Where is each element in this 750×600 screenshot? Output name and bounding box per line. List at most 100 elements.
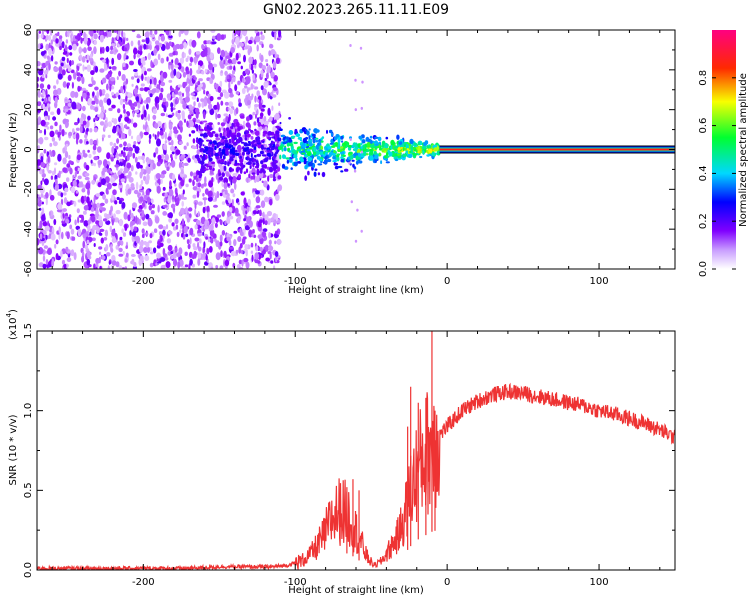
transition-blob <box>374 145 378 150</box>
noise-speckle <box>122 39 125 45</box>
noise-speckle <box>220 64 225 69</box>
transition-blob <box>222 141 225 145</box>
noise-speckle <box>220 49 226 58</box>
transition-blob <box>211 152 214 157</box>
noise-speckle <box>65 30 68 38</box>
noise-speckle <box>168 230 173 235</box>
noise-speckle <box>250 83 254 90</box>
noise-speckle <box>119 98 123 106</box>
noise-speckle <box>148 134 152 140</box>
noise-speckle <box>264 196 269 203</box>
noise-speckle <box>44 115 48 121</box>
transition-blob <box>369 135 373 139</box>
noise-speckle <box>152 114 157 120</box>
transition-blob <box>379 153 382 157</box>
noise-speckle <box>243 54 246 63</box>
noise-speckle <box>68 160 73 165</box>
noise-speckle <box>171 91 175 98</box>
noise-speckle <box>77 117 80 124</box>
noise-speckle <box>180 225 183 230</box>
noise-speckle <box>349 44 352 47</box>
noise-speckle <box>181 113 185 121</box>
noise-speckle <box>86 54 90 61</box>
noise-speckle <box>37 237 40 246</box>
noise-speckle <box>84 172 90 177</box>
noise-speckle <box>101 134 106 138</box>
noise-speckle <box>170 160 176 168</box>
transition-blob <box>287 138 293 143</box>
noise-speckle <box>262 228 268 233</box>
noise-speckle <box>260 34 265 41</box>
noise-speckle <box>65 218 70 224</box>
noise-speckle <box>215 216 219 223</box>
noise-speckle <box>134 109 140 113</box>
noise-speckle <box>125 91 128 97</box>
noise-speckle <box>230 47 236 54</box>
noise-speckle <box>237 202 240 206</box>
noise-speckle <box>197 102 201 108</box>
noise-speckle <box>205 236 209 240</box>
noise-speckle <box>267 251 272 255</box>
noise-speckle <box>70 69 75 74</box>
transition-blob <box>275 130 280 135</box>
noise-speckle <box>140 179 144 186</box>
noise-speckle <box>170 139 174 146</box>
transition-blob <box>198 140 203 147</box>
noise-speckle <box>164 140 168 144</box>
noise-speckle <box>65 122 69 129</box>
noise-speckle <box>79 139 83 144</box>
noise-speckle <box>255 245 259 252</box>
noise-speckle <box>182 71 186 78</box>
noise-speckle <box>94 95 98 103</box>
transition-blob <box>312 143 315 146</box>
noise-speckle <box>109 50 114 55</box>
noise-speckle <box>140 114 144 120</box>
noise-speckle <box>103 237 108 241</box>
transition-blob <box>349 154 354 160</box>
noise-speckle <box>246 177 249 183</box>
noise-speckle <box>82 105 86 112</box>
noise-speckle <box>209 229 215 237</box>
transition-blob <box>199 121 203 125</box>
noise-speckle <box>111 255 116 262</box>
noise-speckle <box>69 224 73 230</box>
transition-blob <box>250 152 253 158</box>
transition-blob <box>269 143 272 148</box>
noise-speckle <box>46 126 50 130</box>
noise-speckle <box>195 111 199 119</box>
noise-speckle <box>172 226 177 231</box>
noise-speckle <box>111 219 114 226</box>
noise-speckle <box>156 84 160 90</box>
noise-speckle <box>135 181 139 190</box>
transition-blob <box>239 162 244 167</box>
noise-speckle <box>93 139 98 145</box>
noise-speckle <box>196 190 200 198</box>
y-tick-label: 60 <box>23 24 34 37</box>
noise-speckle <box>105 46 110 53</box>
noise-speckle <box>144 255 150 262</box>
noise-speckle <box>104 109 107 114</box>
noise-speckle <box>186 70 190 75</box>
noise-speckle <box>225 115 229 122</box>
x-tick-label: 0 <box>444 577 450 588</box>
noise-speckle <box>50 55 54 62</box>
noise-speckle <box>162 97 167 103</box>
noise-speckle <box>189 258 193 266</box>
noise-speckle <box>174 98 178 105</box>
noise-speckle <box>37 90 41 98</box>
transition-blob <box>312 133 316 137</box>
transition-blob <box>342 154 346 158</box>
noise-speckle <box>168 217 173 223</box>
noise-speckle <box>192 243 196 248</box>
noise-speckle <box>125 95 128 102</box>
noise-speckle <box>120 173 125 181</box>
transition-blob <box>281 163 286 169</box>
noise-speckle <box>68 60 72 67</box>
noise-speckle <box>125 146 129 152</box>
noise-speckle <box>228 81 231 90</box>
noise-speckle <box>157 44 160 48</box>
noise-speckle <box>217 113 221 119</box>
transition-blob <box>324 156 328 160</box>
noise-speckle <box>184 264 189 268</box>
x-tick-label: -200 <box>132 577 155 588</box>
